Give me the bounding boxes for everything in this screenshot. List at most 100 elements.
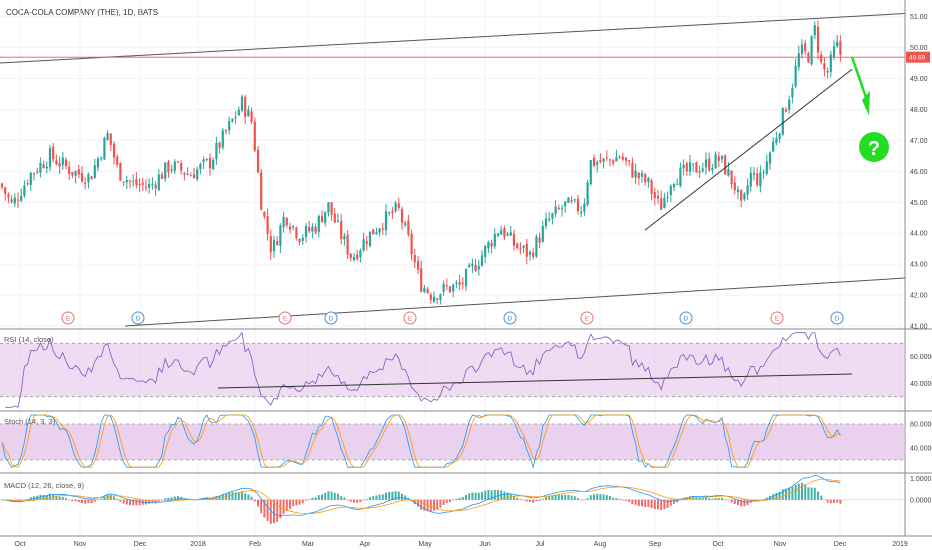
candle-body [781, 107, 784, 135]
macd-histogram-bar [829, 499, 832, 504]
macd-histogram-bar [125, 499, 128, 505]
candle-body [103, 137, 106, 160]
macd-histogram-bar [33, 496, 35, 500]
macd-histogram-bar [282, 499, 285, 514]
candle-body [756, 173, 759, 186]
macd-histogram-bar [279, 499, 282, 519]
time-tick-label: Dec [134, 541, 147, 548]
candle-body [170, 169, 173, 171]
candle-body [250, 111, 253, 122]
candle-body [509, 232, 512, 236]
candle-body [68, 166, 71, 175]
macd-histogram-bar [733, 499, 736, 505]
candle-body [80, 173, 84, 182]
candle-body [29, 172, 32, 185]
candle-body [570, 200, 573, 202]
stoch-d-line [1, 414, 841, 468]
macd-histogram-bar [116, 498, 119, 500]
candle-body [765, 161, 768, 174]
candle-body [352, 257, 356, 261]
candle-body [628, 160, 631, 162]
macd-histogram-bar [228, 492, 231, 500]
candle-body [279, 225, 282, 246]
macd-histogram-bar [557, 494, 560, 500]
candle-body [151, 184, 154, 186]
macd-histogram-bar [129, 499, 131, 506]
candle-body [61, 157, 64, 165]
candle-body [832, 46, 836, 57]
time-tick-label: Oct [713, 541, 724, 548]
candle-body [292, 225, 295, 228]
macd-histogram-bar [833, 499, 835, 503]
candle-body [240, 96, 244, 111]
candle-body [365, 241, 368, 244]
macd-histogram-bar [244, 493, 247, 500]
candle-body [48, 148, 52, 168]
macd-histogram-bar [570, 495, 573, 500]
candle-body [247, 109, 250, 117]
macd-histogram-bar [657, 499, 659, 510]
macd-histogram-bar [669, 499, 672, 506]
macd-histogram-bar [532, 499, 535, 503]
macd-histogram-bar [260, 499, 263, 514]
candle-body [788, 99, 791, 110]
candle-body [669, 185, 672, 196]
candle-body [551, 213, 554, 219]
candle-body [752, 172, 756, 175]
candle-body [346, 234, 349, 255]
candle-body [794, 65, 797, 87]
macd-histogram-bar [801, 482, 803, 500]
candle-body [484, 245, 487, 257]
question-circle [859, 132, 889, 162]
candle-body [829, 54, 832, 72]
macd-histogram-bar [628, 499, 631, 502]
macd-histogram-bar [276, 499, 279, 523]
candle-body [791, 88, 794, 98]
macd-histogram-bar [356, 499, 359, 503]
stoch-tick-label: 40.0000 [910, 446, 932, 453]
candle-body [317, 215, 320, 232]
macd-histogram-bar [429, 499, 432, 512]
rsi-pane[interactable]: RSI (14, close) 60.0000 40.0000 [0, 331, 932, 408]
event-marker [679, 311, 693, 325]
candle-body [548, 218, 551, 221]
candle-body [404, 223, 407, 226]
macd-histogram-bar [423, 499, 426, 511]
candle-body [234, 116, 237, 118]
macd-histogram-bar [548, 496, 551, 500]
candle-body [493, 234, 496, 247]
stoch-pane[interactable]: Stoch (14, 3, 3) 80.0000 40.0000 [0, 414, 932, 469]
macd-histogram-bar [593, 494, 595, 500]
macd-histogram-bar [103, 496, 106, 500]
candle-body [448, 286, 452, 293]
candle-body [397, 203, 400, 208]
event-marker [403, 311, 417, 325]
candle-body [90, 176, 93, 180]
macd-histogram-bar [519, 499, 522, 500]
candle-body [679, 167, 682, 186]
rsi-line [5, 331, 841, 408]
price-pane[interactable]: 49.69? E D E D E D E D E D [0, 13, 930, 327]
candle-body [717, 156, 720, 161]
candle-body [160, 174, 164, 179]
candle-body [506, 233, 509, 236]
macd-histogram-bar [301, 499, 304, 504]
macd-histogram-bar [55, 495, 58, 500]
candle-body [624, 157, 628, 161]
macd-histogram-bar [573, 496, 576, 500]
candle-body [74, 171, 77, 176]
macd-histogram-bar [237, 492, 240, 500]
candle-body [215, 143, 218, 160]
macd-histogram-bar [730, 499, 733, 503]
macd-histogram-bar [77, 499, 80, 503]
candle-body [429, 294, 432, 300]
macd-pane[interactable]: MACD (12, 26, close, 9) 1.0000 0.0000 [0, 474, 932, 524]
candle-body [180, 163, 183, 171]
candle-body [132, 181, 135, 183]
candle-body [749, 172, 752, 187]
candle-body [820, 54, 823, 62]
macd-histogram-bar [625, 499, 627, 502]
macd-histogram-bar [442, 499, 445, 506]
candle-body [64, 159, 68, 167]
